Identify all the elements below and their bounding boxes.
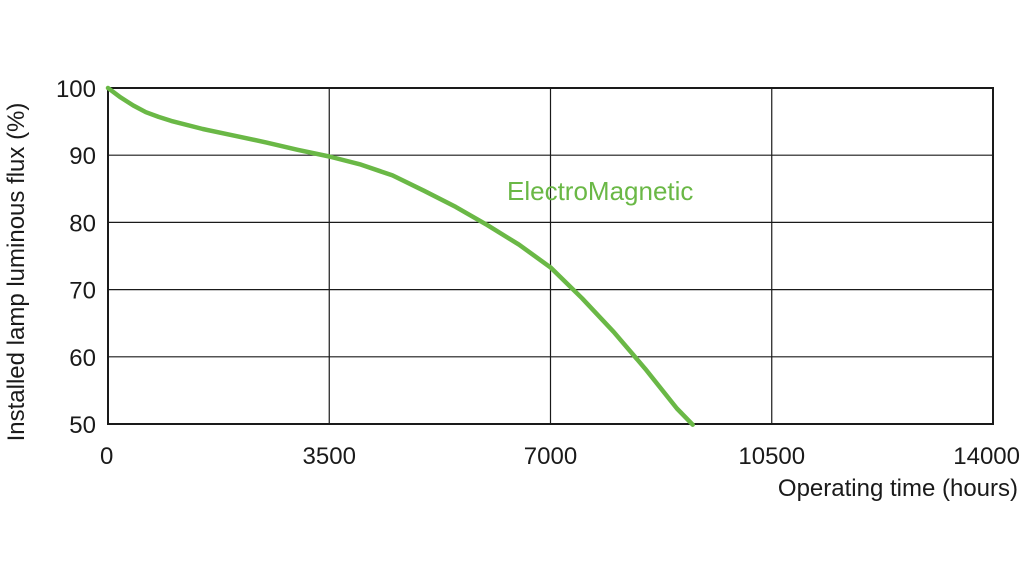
series-line-electromagnetic: [105, 85, 695, 427]
plot-frame: [107, 87, 994, 425]
y-tick-label: 100: [56, 76, 96, 103]
x-tick-labels: 0 3500 7000 10500 14000: [100, 443, 1020, 470]
x-tick-label: 14000: [953, 443, 1020, 470]
series-label-electromagnetic: ElectroMagnetic: [507, 176, 693, 206]
y-tick-labels: 100 90 80 70 60 50: [56, 76, 96, 439]
x-tick-label: 0: [100, 443, 113, 470]
y-tick-label: 80: [69, 210, 96, 237]
x-tick-label: 7000: [524, 443, 577, 470]
x-tick-label: 10500: [738, 443, 805, 470]
y-tick-label: 50: [69, 412, 96, 439]
y-tick-label: 90: [69, 143, 96, 170]
series-lines: [105, 85, 695, 427]
y-axis-label: Installed lamp luminous flux (%): [3, 103, 30, 442]
x-tick-label: 3500: [303, 443, 356, 470]
y-tick-label: 60: [69, 345, 96, 372]
x-axis-label: Operating time (hours): [778, 475, 1018, 502]
y-tick-label: 70: [69, 278, 96, 305]
